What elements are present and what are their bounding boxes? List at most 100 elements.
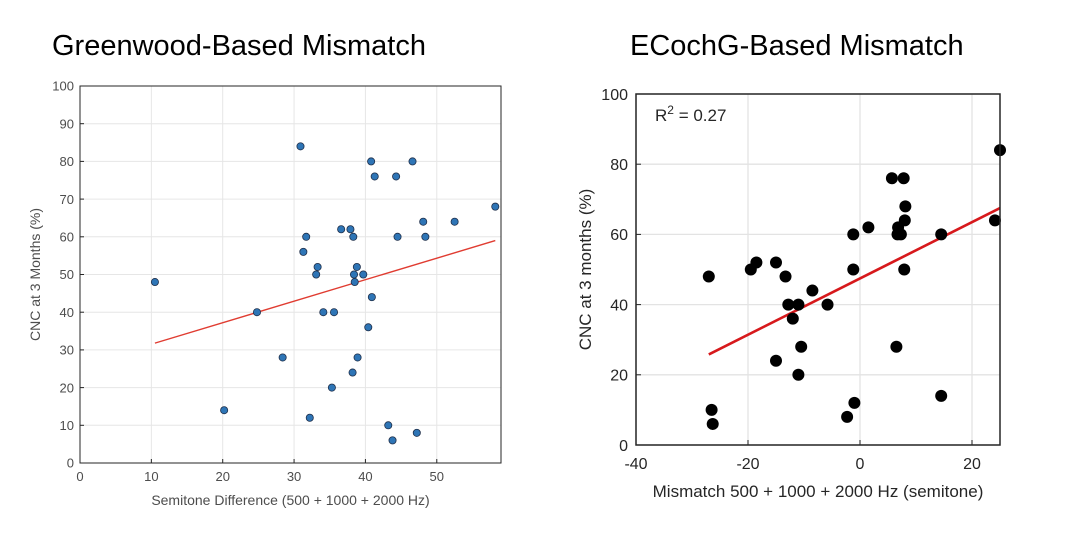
left-data-point (319, 308, 328, 317)
right-data-point (847, 228, 860, 241)
left-y-tick-label: 80 (60, 154, 74, 169)
right-data-point (847, 263, 860, 276)
right-x-tick-label: 20 (963, 456, 981, 473)
right-data-point (899, 200, 912, 213)
left-y-axis-label: CNC at 3 Months (%) (27, 208, 43, 341)
left-y-tick-label: 50 (60, 267, 74, 282)
r-squared-value: = 0.27 (674, 106, 726, 125)
left-y-tick-label: 40 (60, 305, 74, 320)
left-data-point (450, 217, 459, 226)
right-y-axis-label: CNC at 3 months (%) (576, 189, 595, 351)
left-y-tick-label: 10 (60, 418, 74, 433)
r-squared-exponent: 2 (667, 103, 674, 117)
left-chart-title: Greenwood-Based Mismatch (52, 30, 426, 62)
right-x-axis-label: Mismatch 500 + 1000 + 2000 Hz (semitone) (653, 482, 984, 501)
left-data-point (220, 406, 229, 415)
left-x-tick-label: 50 (430, 469, 444, 484)
left-x-tick-label: 0 (76, 469, 83, 484)
left-data-point (370, 172, 379, 181)
right-data-point (779, 270, 792, 283)
r-squared-symbol: R (655, 106, 667, 125)
left-y-tick-label: 60 (60, 229, 74, 244)
right-fit-line (708, 206, 1001, 356)
left-data-point (348, 368, 357, 377)
right-x-tick-label: -40 (624, 456, 647, 473)
right-x-tick-label: -20 (736, 456, 759, 473)
left-x-axis-label: Semitone Difference (500 + 1000 + 2000 H… (151, 492, 429, 508)
left-x-tick-label: 20 (215, 469, 229, 484)
left-data-point (412, 428, 421, 437)
left-data-point (350, 270, 359, 279)
right-data-point (806, 284, 819, 297)
right-points (702, 144, 1006, 430)
right-data-point (898, 263, 911, 276)
left-data-point (299, 247, 308, 256)
right-data-point (770, 256, 782, 269)
left-data-point (327, 383, 336, 392)
left-points (150, 142, 500, 445)
left-fit-line (154, 239, 496, 344)
right-y-tick-label: 0 (619, 438, 628, 455)
left-data-point (337, 225, 346, 234)
left-data-point (352, 262, 361, 271)
right-data-point (786, 312, 799, 325)
right-data-point (792, 298, 805, 311)
left-data-point (408, 157, 417, 166)
left-data-point (296, 142, 305, 151)
left-data-point (359, 270, 368, 279)
left-data-point (278, 353, 287, 362)
right-plot-frame (635, 93, 1001, 446)
right-data-point (848, 396, 861, 409)
left-y-tick-label: 70 (60, 192, 74, 207)
right-data-point (841, 410, 854, 423)
left-data-point (312, 270, 321, 279)
left-data-point (350, 278, 359, 287)
right-data-point (897, 172, 910, 185)
right-y-tick-label: 100 (601, 87, 628, 104)
left-data-point (302, 232, 311, 241)
left-y-tick-label: 90 (60, 116, 74, 131)
right-data-point (795, 340, 808, 353)
left-y-tick-label: 30 (60, 343, 74, 358)
right-data-point (935, 389, 948, 402)
right-data-point (935, 228, 948, 241)
left-x-tick-label: 10 (144, 469, 158, 484)
right-data-point (862, 221, 875, 234)
right-data-point (988, 214, 1001, 227)
left-data-point (367, 157, 376, 166)
left-data-point (491, 202, 500, 211)
right-data-point (821, 298, 834, 311)
left-y-tick-label: 0 (67, 456, 74, 471)
right-y-tick-label: 20 (610, 368, 628, 385)
left-x-tick-label: 30 (287, 469, 301, 484)
left-data-point (353, 353, 362, 362)
left-data-point (367, 293, 376, 302)
left-data-point (305, 413, 314, 422)
left-data-point (388, 436, 397, 445)
left-data-point (346, 225, 355, 234)
left-y-tick-label: 100 (52, 79, 74, 94)
left-data-point (419, 217, 428, 226)
right-data-point (705, 403, 718, 416)
right-data-point (898, 214, 911, 227)
right-data-point (750, 256, 763, 269)
right-y-tick-label: 80 (610, 157, 628, 174)
right-data-point (792, 368, 805, 381)
right-chart-title: ECochG-Based Mismatch (630, 30, 964, 62)
left-y-tick-label: 20 (60, 380, 74, 395)
left-data-point (313, 262, 322, 271)
right-data-point (770, 354, 782, 367)
right-data-point (890, 340, 903, 353)
left-data-point (393, 232, 402, 241)
left-data-point (364, 323, 373, 332)
left-data-point (252, 308, 261, 317)
r-squared-annotation: R2 = 0.27 (655, 103, 726, 125)
left-data-point (392, 172, 401, 181)
right-tick-labels: -40 -20 0 20 0 20 40 60 80 100 (601, 87, 981, 473)
right-y-tick-label: 60 (610, 227, 628, 244)
left-data-point (150, 278, 159, 287)
right-data-point (702, 270, 715, 283)
